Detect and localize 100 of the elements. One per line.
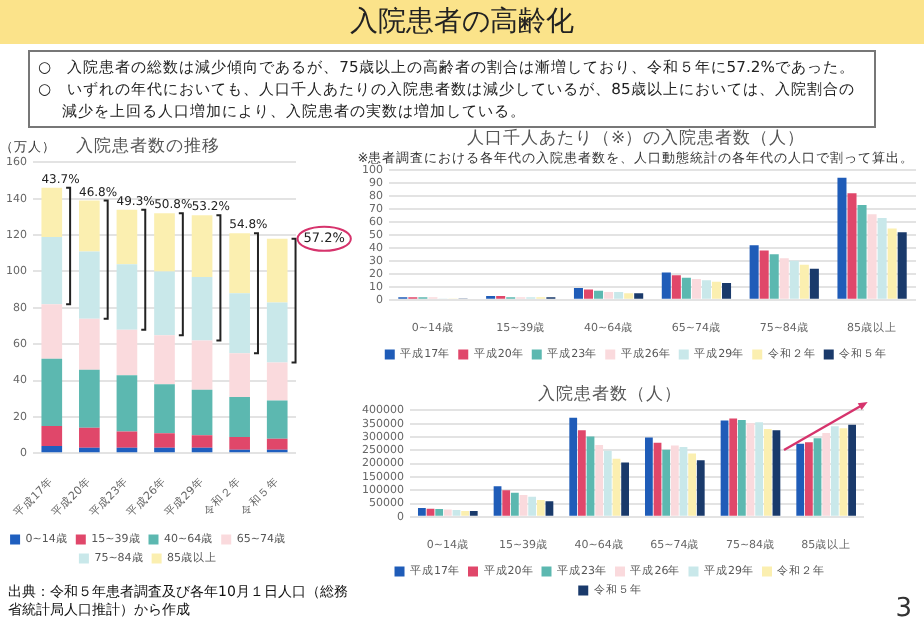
bar <box>759 250 769 299</box>
bar <box>493 486 502 516</box>
bar <box>229 233 250 294</box>
bar <box>746 423 755 516</box>
bar <box>191 215 213 277</box>
bar <box>711 281 722 299</box>
bar <box>857 205 867 299</box>
bar <box>154 384 175 434</box>
bar <box>229 436 250 450</box>
bar <box>887 228 897 299</box>
bar <box>154 213 175 272</box>
bar <box>624 293 634 299</box>
bar <box>116 209 138 265</box>
bar <box>594 290 604 299</box>
bar <box>154 271 175 336</box>
bar <box>229 293 250 354</box>
bar <box>266 362 288 401</box>
bar <box>749 245 759 299</box>
bar <box>848 424 856 516</box>
bar <box>573 288 583 299</box>
bar <box>696 460 705 516</box>
bar <box>779 258 789 299</box>
bar <box>116 264 138 330</box>
bar <box>469 510 478 516</box>
bar <box>612 458 621 516</box>
bar <box>595 444 604 516</box>
bar <box>191 276 213 341</box>
bar <box>79 447 100 453</box>
bar <box>653 442 662 516</box>
bar <box>229 396 250 437</box>
bar <box>621 462 629 516</box>
bar <box>877 218 887 299</box>
bar <box>586 436 595 516</box>
bar <box>417 508 426 516</box>
bar <box>847 193 857 299</box>
bar <box>614 292 624 299</box>
bar <box>670 445 679 516</box>
bar <box>510 492 519 516</box>
bar <box>661 272 671 299</box>
bar <box>569 417 578 516</box>
bar <box>154 433 175 448</box>
bar <box>763 429 772 516</box>
bar <box>191 435 213 448</box>
chart-title: 入院患者数の推移 <box>76 134 220 157</box>
bar <box>266 302 288 363</box>
bar <box>701 280 711 299</box>
bar <box>41 236 63 305</box>
bar <box>266 438 288 450</box>
bar <box>79 369 100 428</box>
bar <box>41 187 63 237</box>
bar <box>729 418 738 516</box>
bar <box>839 428 848 516</box>
bar <box>41 304 63 359</box>
bar <box>536 500 545 516</box>
bar <box>603 450 612 516</box>
bar <box>837 177 847 299</box>
bar <box>645 437 653 516</box>
bar <box>662 449 671 516</box>
bar <box>897 232 907 299</box>
bar <box>191 389 213 436</box>
bar <box>671 275 681 299</box>
bar <box>154 335 175 385</box>
bar <box>577 430 586 516</box>
bar <box>799 264 809 299</box>
bar <box>79 251 100 319</box>
bar <box>681 277 691 299</box>
bar <box>688 453 697 516</box>
bar <box>266 238 288 303</box>
bar <box>867 214 877 299</box>
text: 3 <box>895 594 912 624</box>
bar <box>116 329 138 376</box>
bar <box>191 340 213 390</box>
bar <box>266 400 288 439</box>
bar <box>789 260 799 299</box>
bar <box>583 289 594 299</box>
bar <box>804 442 813 516</box>
bar <box>41 446 63 453</box>
bar <box>813 438 822 516</box>
bar <box>452 509 461 516</box>
bar <box>691 279 701 299</box>
bar <box>79 318 100 370</box>
bar <box>679 447 688 516</box>
bar <box>502 490 511 516</box>
bar <box>426 508 435 516</box>
bar <box>41 426 63 447</box>
bar <box>116 375 138 432</box>
bar <box>634 293 644 299</box>
bar <box>435 509 444 516</box>
bar <box>755 422 764 516</box>
bar <box>443 509 452 516</box>
bar <box>519 494 528 516</box>
bar <box>116 431 138 448</box>
bar <box>79 200 100 252</box>
bar <box>79 427 100 448</box>
bar <box>545 501 554 516</box>
bar <box>722 282 732 299</box>
bar <box>154 447 175 453</box>
chart-title: 入院患者数（人） <box>538 382 682 405</box>
bar <box>796 443 805 516</box>
text: 入院患者の高齢化 <box>0 0 924 44</box>
